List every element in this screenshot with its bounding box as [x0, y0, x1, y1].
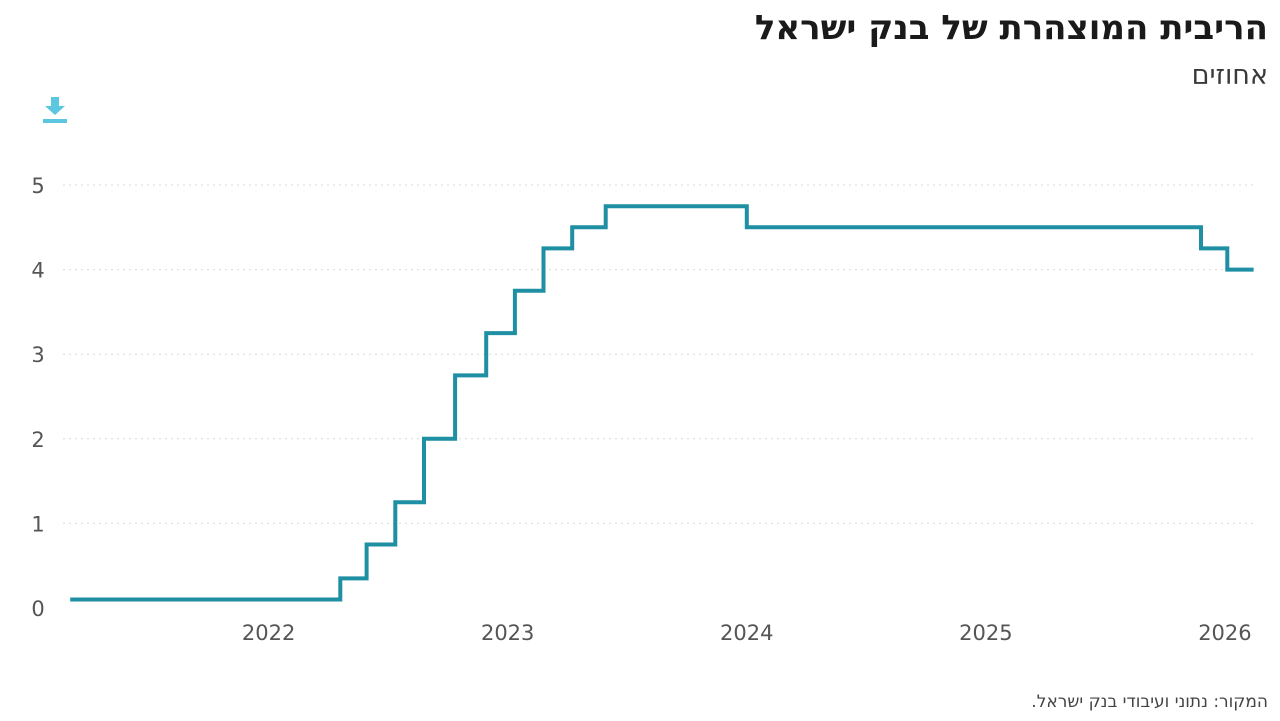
y-tick-label: 0	[31, 597, 44, 621]
grid	[63, 184, 1256, 524]
download-icon[interactable]	[40, 95, 70, 127]
series	[70, 204, 1254, 602]
x-tick-label: 2022	[242, 621, 295, 645]
y-tick-label: 3	[31, 343, 44, 367]
chart-title: הריבית המוצהרת של בנק ישראל	[754, 8, 1268, 48]
x-tick-label: 2026	[1198, 621, 1251, 645]
x-tick-label: 2023	[481, 621, 534, 645]
chart-subtitle: אחוזים	[1191, 60, 1268, 91]
y-tick-label: 1	[31, 512, 44, 536]
x-axis-ticks: 2022 2023 2024 2025 2026	[242, 621, 1252, 645]
y-tick-label: 2	[31, 428, 44, 452]
x-tick-label: 2024	[720, 621, 773, 645]
y-tick-label: 5	[31, 174, 44, 198]
series-line	[70, 204, 1254, 602]
source-note: המקור: נתוני ועיבודי בנק ישראל.	[1031, 692, 1268, 712]
y-axis-ticks: 0 1 2 3 4 5	[31, 174, 44, 621]
x-tick-label: 2025	[959, 621, 1012, 645]
y-tick-label: 4	[31, 259, 44, 283]
